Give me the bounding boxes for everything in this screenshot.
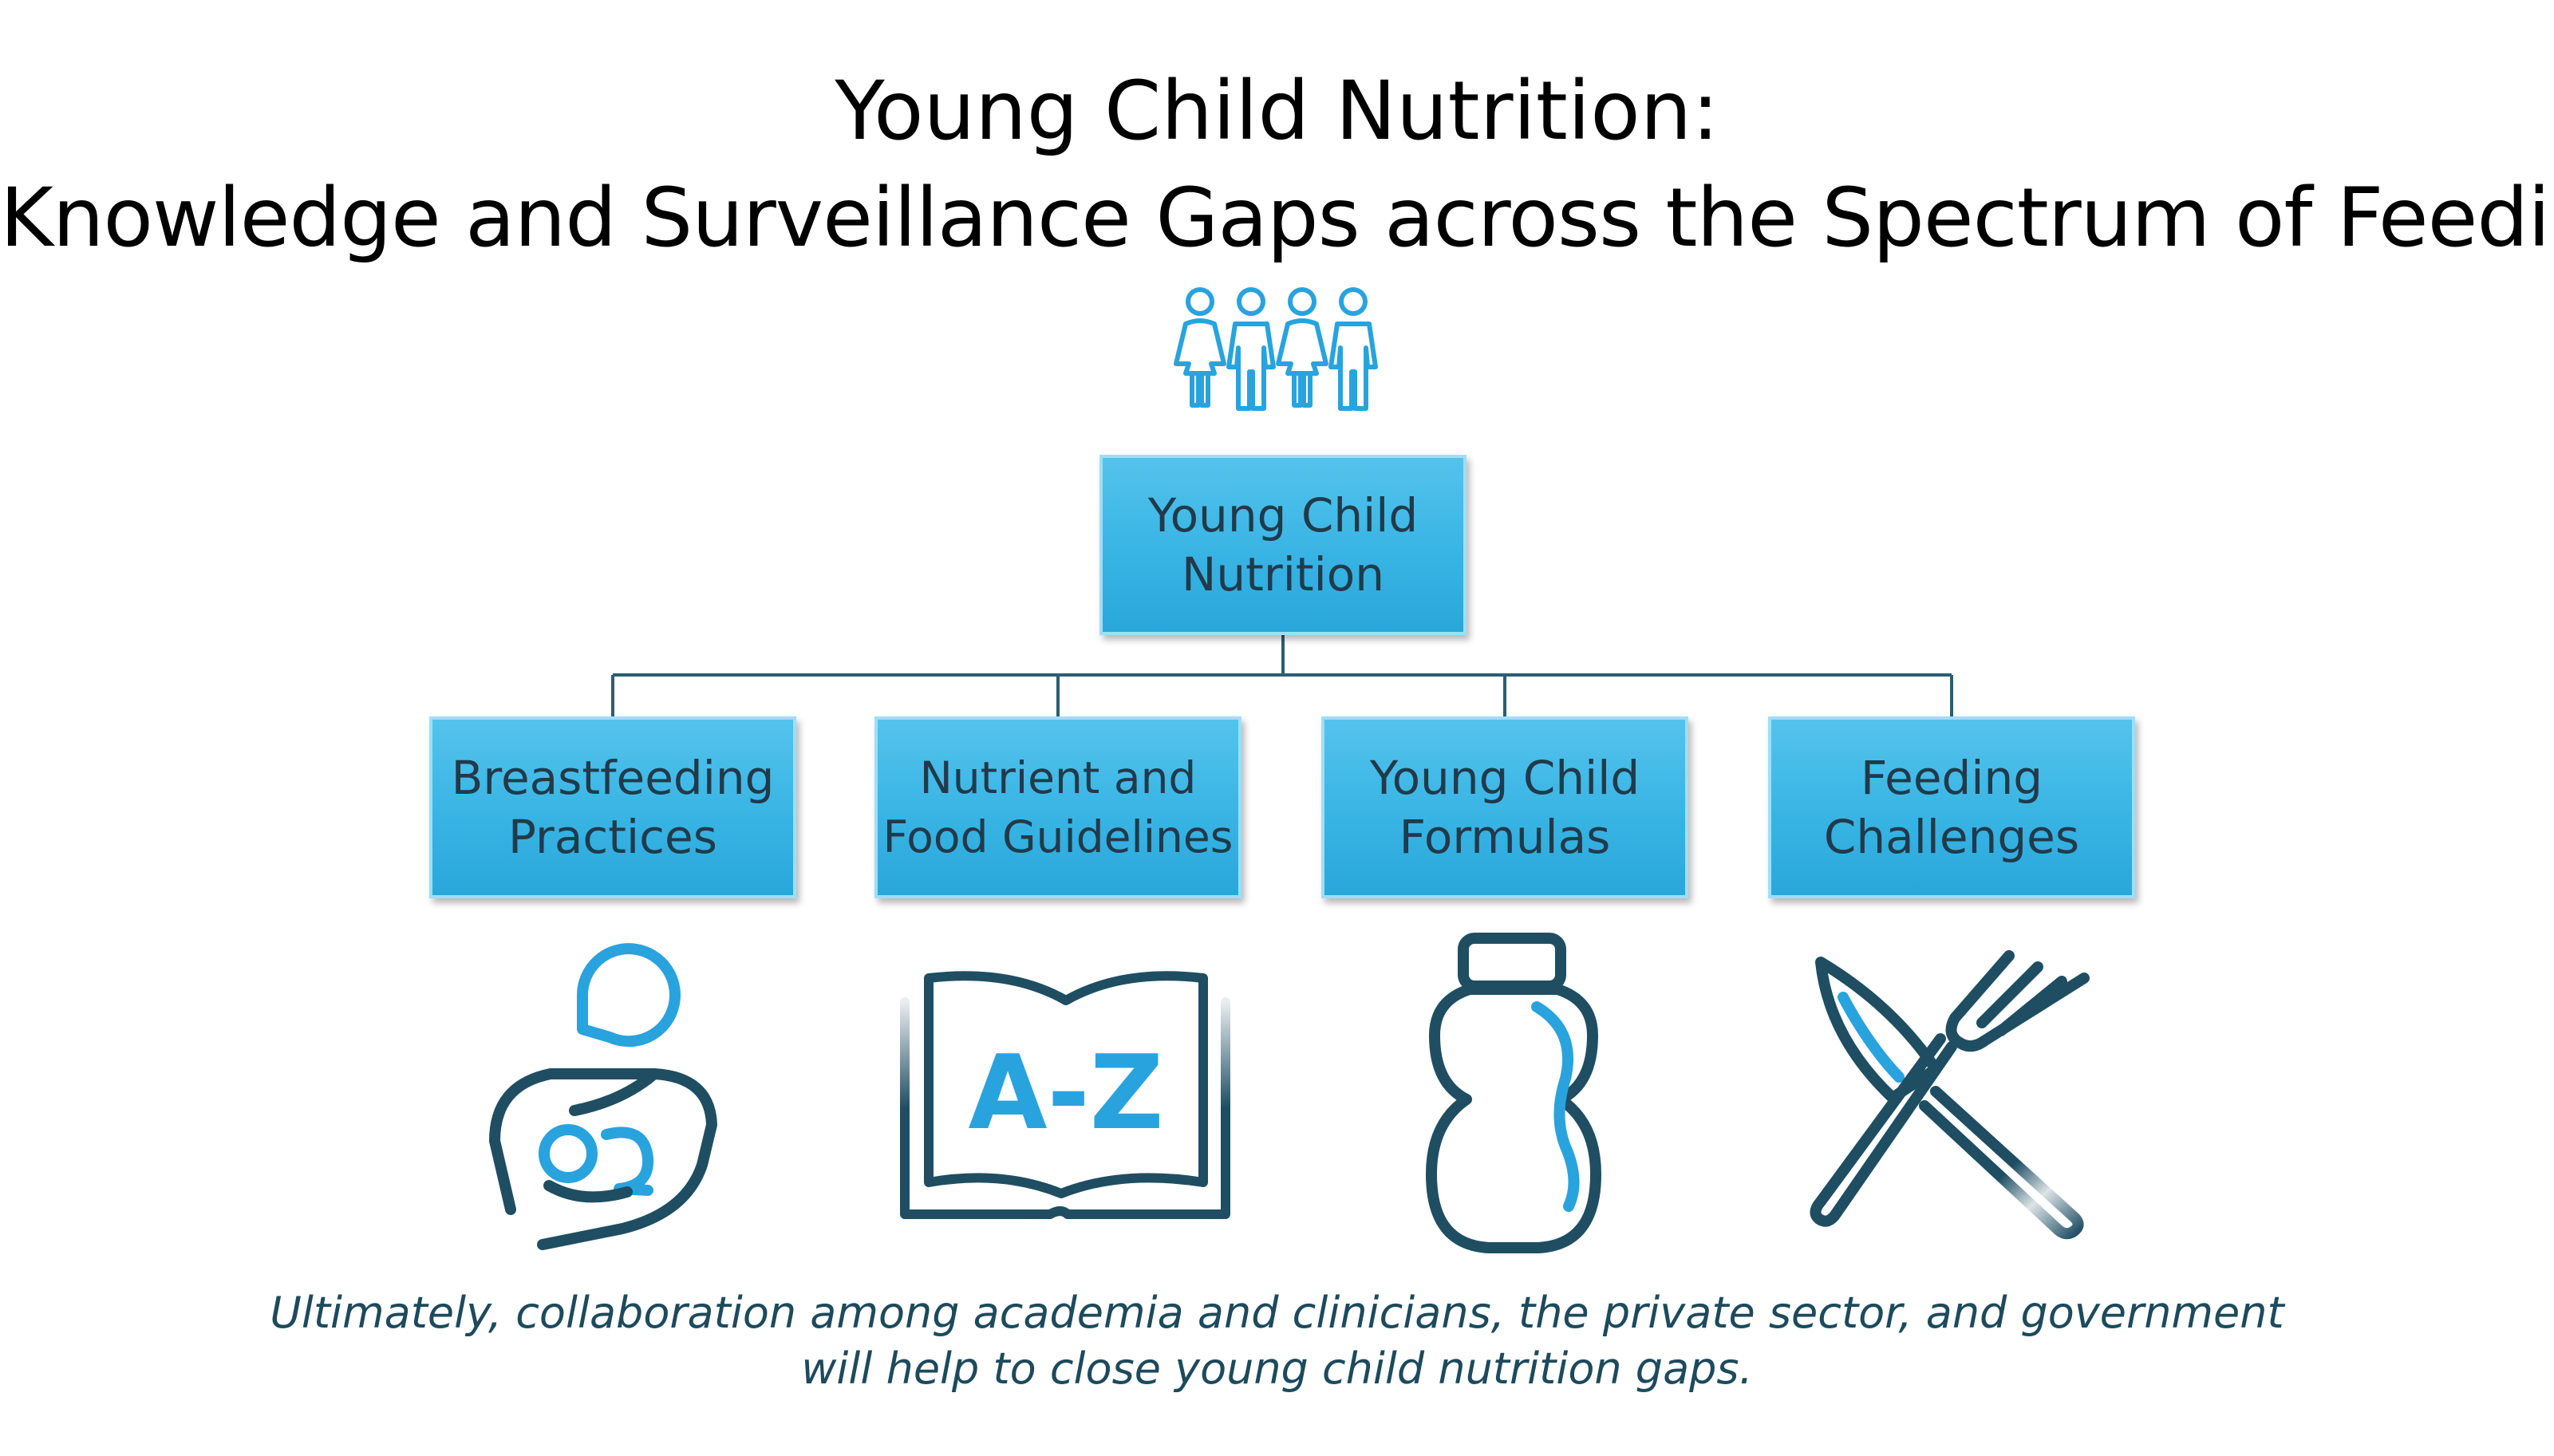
footer-line-1: Ultimately, collaboration among academia… bbox=[270, 1288, 2284, 1338]
book-az-text: A-Z bbox=[969, 1034, 1164, 1153]
root-box-young-child-nutrition: Young Child Nutrition bbox=[1099, 455, 1466, 635]
children-group-icon bbox=[1174, 287, 1378, 411]
a-z-book-icon: A-Z bbox=[900, 971, 1230, 1219]
branch-box-feeding-challenges: Feeding Challenges bbox=[1768, 716, 2135, 898]
branch-box-line-1: Nutrient and bbox=[919, 752, 1197, 803]
branch-box-line-2: Formulas bbox=[1399, 810, 1611, 864]
branch-box-formulas: Young Child Formulas bbox=[1321, 716, 1688, 898]
branch-box-nutrient-guidelines: Nutrient and Food Guidelines bbox=[874, 716, 1241, 898]
branch-box-line-2: Food Guidelines bbox=[882, 811, 1234, 862]
root-box-line-1: Young Child bbox=[1147, 488, 1419, 543]
branch-box-line-1: Breastfeeding bbox=[451, 751, 775, 805]
root-box-line-2: Nutrition bbox=[1182, 547, 1384, 602]
knife-fork-icon bbox=[1810, 950, 2090, 1240]
footer-line-2: will help to close young child nutrition… bbox=[801, 1344, 1753, 1394]
title-line-2: Knowledge and Surveillance Gaps across t… bbox=[0, 171, 2554, 266]
breastfeeding-icon bbox=[489, 943, 717, 1250]
title-line-1: Young Child Nutrition: bbox=[835, 64, 1719, 159]
branch-box-breastfeeding: Breastfeeding Practices bbox=[429, 716, 796, 898]
branch-box-line-2: Challenges bbox=[1823, 810, 2080, 864]
branch-box-line-2: Practices bbox=[508, 810, 717, 864]
branch-box-line-1: Young Child bbox=[1369, 751, 1640, 805]
branch-box-line-1: Feeding bbox=[1860, 751, 2043, 805]
bottle-icon bbox=[1426, 933, 1601, 1253]
